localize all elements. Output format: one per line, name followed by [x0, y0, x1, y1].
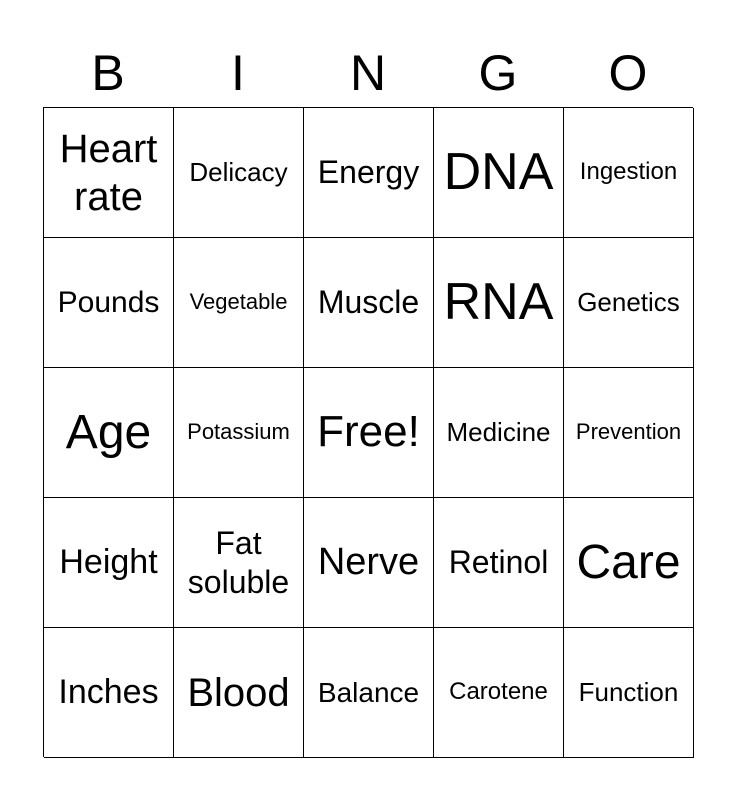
bingo-cell[interactable]: Nerve	[304, 498, 434, 628]
bingo-cell[interactable]: Balance	[304, 628, 434, 758]
bingo-cell[interactable]: Genetics	[564, 238, 694, 368]
bingo-cell[interactable]: Age	[44, 368, 174, 498]
bingo-cell[interactable]: Pounds	[44, 238, 174, 368]
bingo-header: B I N G O	[43, 40, 693, 106]
bingo-cell[interactable]: Free!	[304, 368, 434, 498]
bingo-cell[interactable]: Energy	[304, 108, 434, 238]
bingo-cell[interactable]: Retinol	[434, 498, 564, 628]
bingo-cell[interactable]: Vegetable	[174, 238, 304, 368]
bingo-cell[interactable]: Fat soluble	[174, 498, 304, 628]
header-letter-b: B	[91, 45, 125, 101]
header-letter-i: I	[231, 45, 245, 101]
bingo-cell[interactable]: Delicacy	[174, 108, 304, 238]
bingo-cell[interactable]: Muscle	[304, 238, 434, 368]
bingo-cell[interactable]: Blood	[174, 628, 304, 758]
bingo-cell[interactable]: Potassium	[174, 368, 304, 498]
bingo-cell[interactable]: Care	[564, 498, 694, 628]
bingo-grid: Heart rate Delicacy Energy DNA Ingestion Poun…	[43, 107, 694, 758]
header-letter-n: N	[349, 45, 387, 101]
bingo-cell[interactable]: Heart rate	[44, 108, 174, 238]
header-letter-g: G	[478, 45, 518, 101]
bingo-cell[interactable]: Medicine	[434, 368, 564, 498]
header-letter-o: O	[608, 45, 648, 101]
bingo-cell[interactable]: DNA	[434, 108, 564, 238]
bingo-cell[interactable]: RNA	[434, 238, 564, 368]
bingo-cell[interactable]: Function	[564, 628, 694, 758]
bingo-cell[interactable]: Prevention	[564, 368, 694, 498]
bingo-cell[interactable]: Carotene	[434, 628, 564, 758]
bingo-cell[interactable]: Inches	[44, 628, 174, 758]
bingo-cell[interactable]: Ingestion	[564, 108, 694, 238]
bingo-cell[interactable]: Height	[44, 498, 174, 628]
